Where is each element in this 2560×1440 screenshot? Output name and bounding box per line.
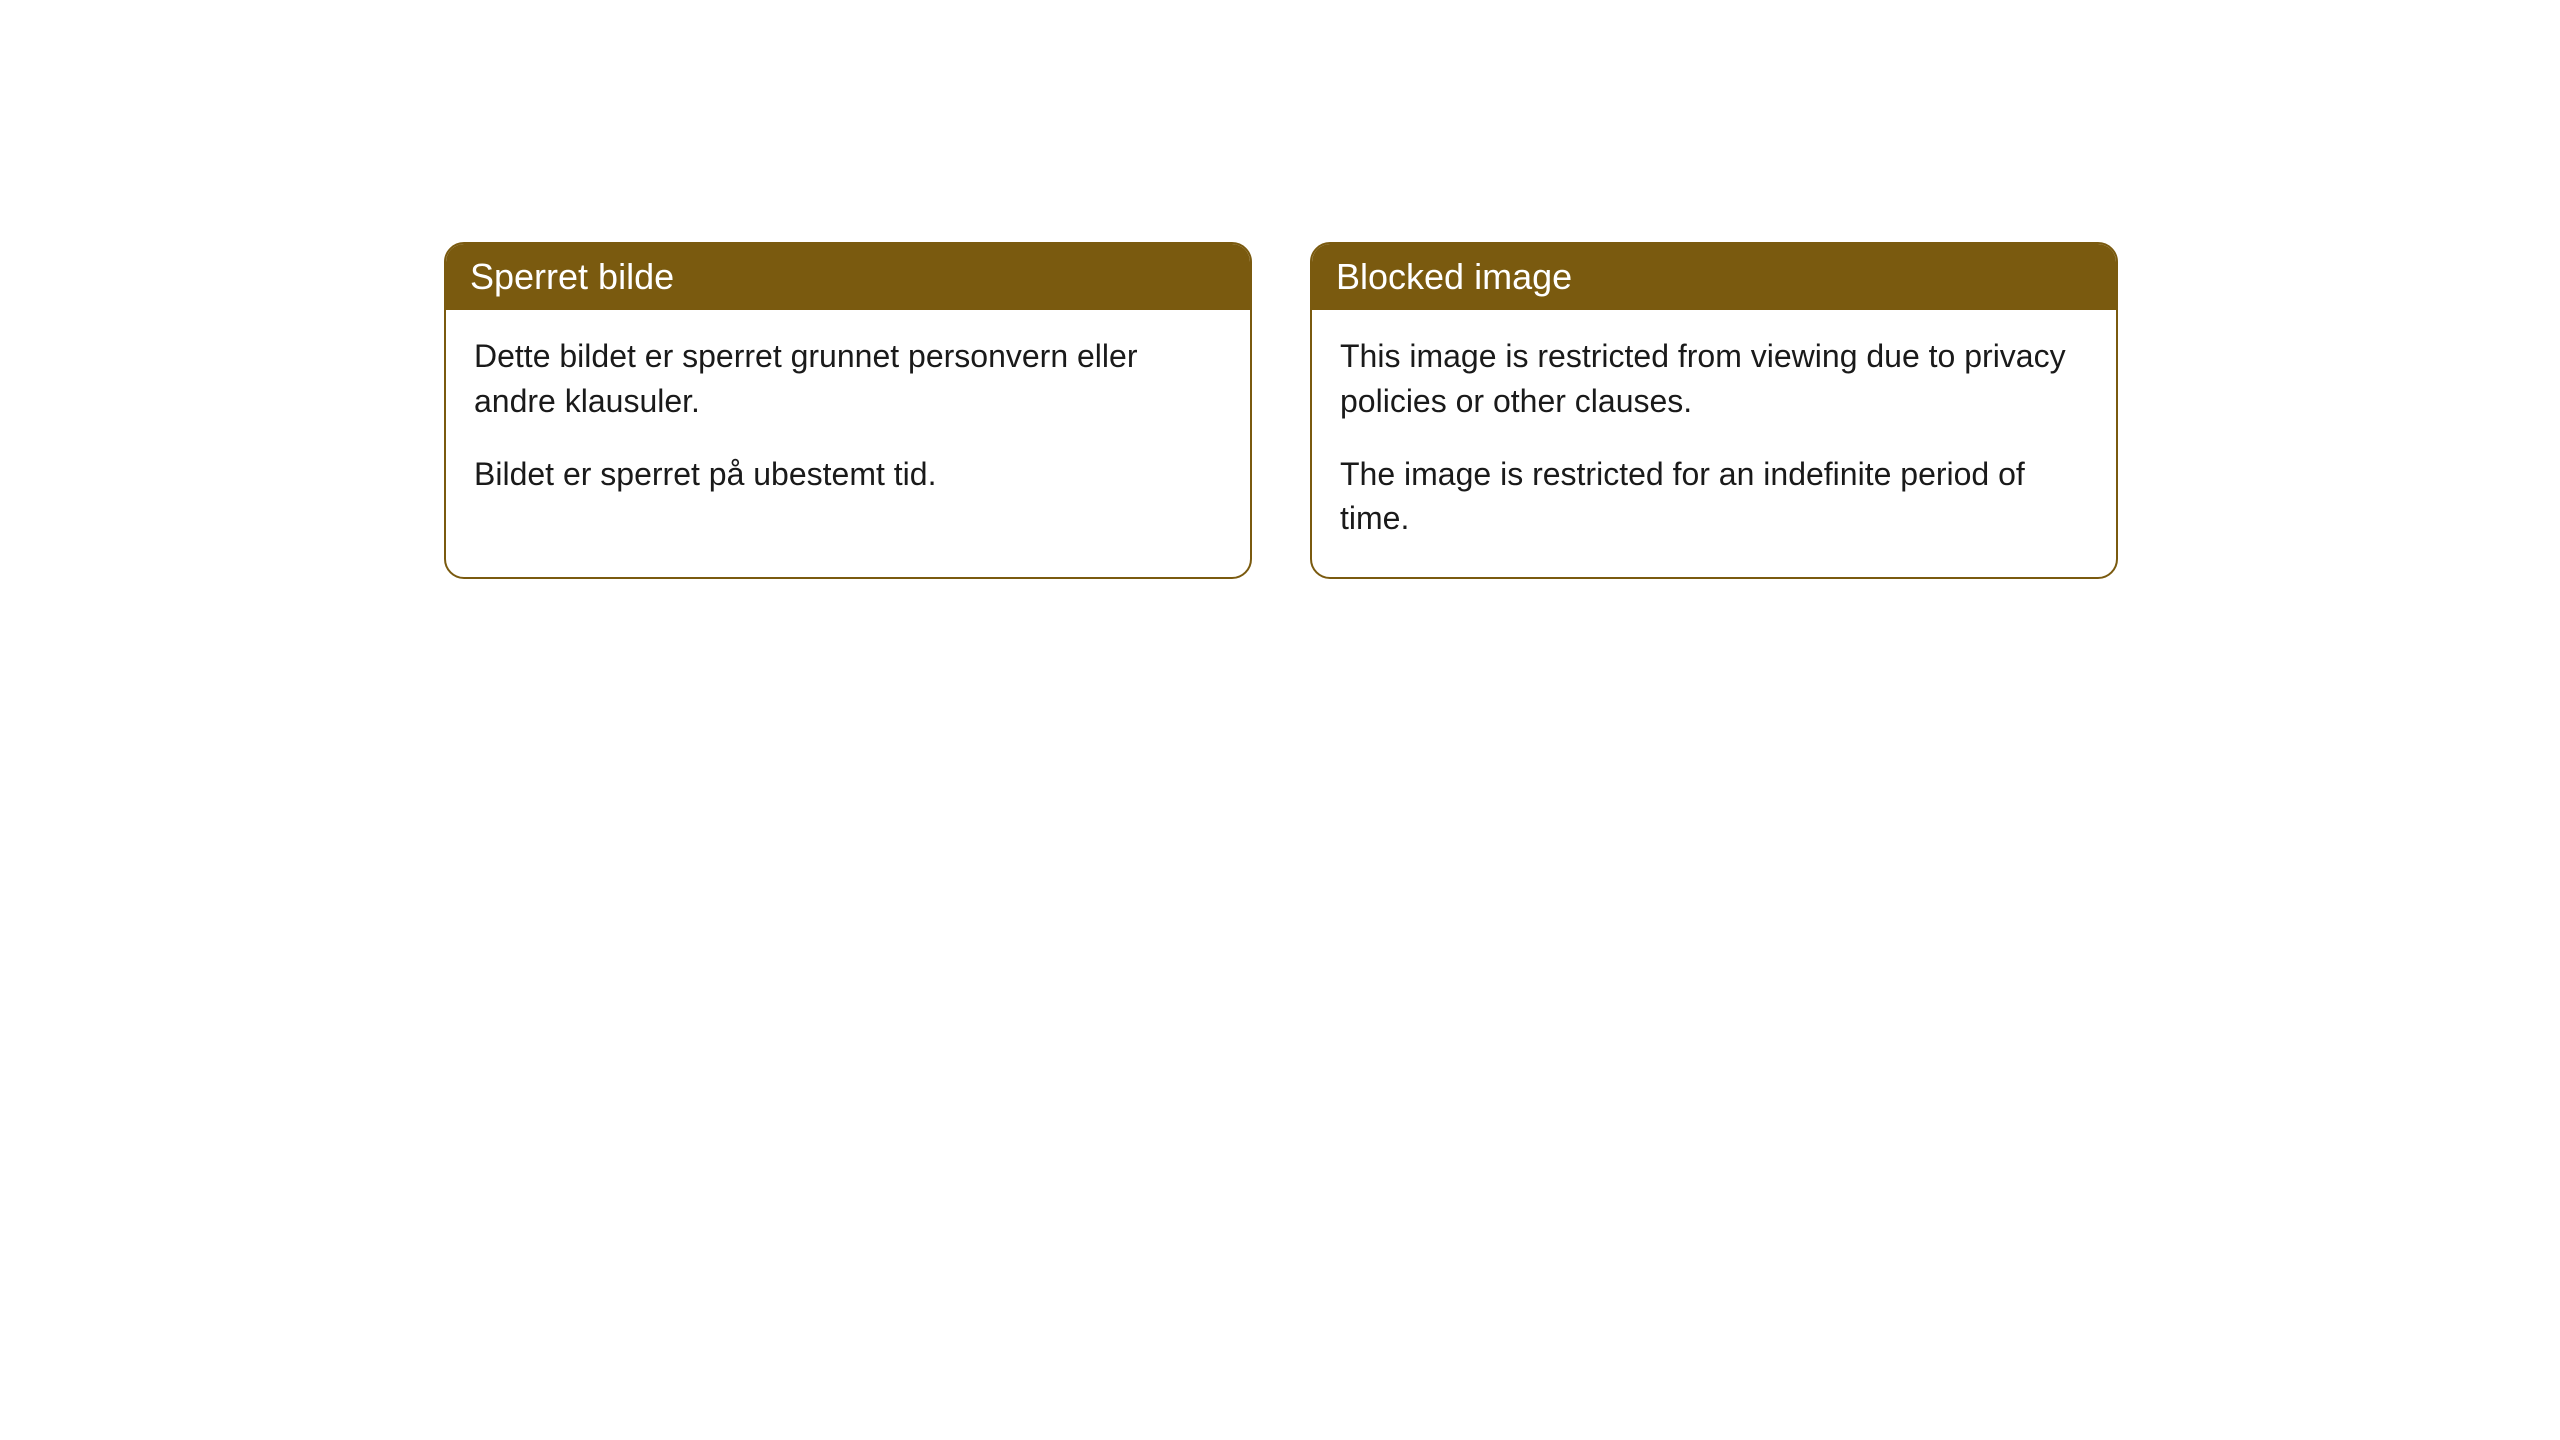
card-paragraph-1: This image is restricted from viewing du… [1340,334,2088,424]
blocked-image-card-norwegian: Sperret bilde Dette bildet er sperret gr… [444,242,1252,579]
card-paragraph-1: Dette bildet er sperret grunnet personve… [474,334,1222,424]
card-title: Sperret bilde [470,256,674,297]
card-header: Sperret bilde [446,244,1250,310]
blocked-image-card-english: Blocked image This image is restricted f… [1310,242,2118,579]
card-title: Blocked image [1336,256,1572,297]
card-paragraph-2: The image is restricted for an indefinit… [1340,452,2088,542]
card-header: Blocked image [1312,244,2116,310]
card-body: Dette bildet er sperret grunnet personve… [446,310,1250,532]
notice-cards-container: Sperret bilde Dette bildet er sperret gr… [444,242,2560,579]
card-paragraph-2: Bildet er sperret på ubestemt tid. [474,452,1222,497]
card-body: This image is restricted from viewing du… [1312,310,2116,577]
